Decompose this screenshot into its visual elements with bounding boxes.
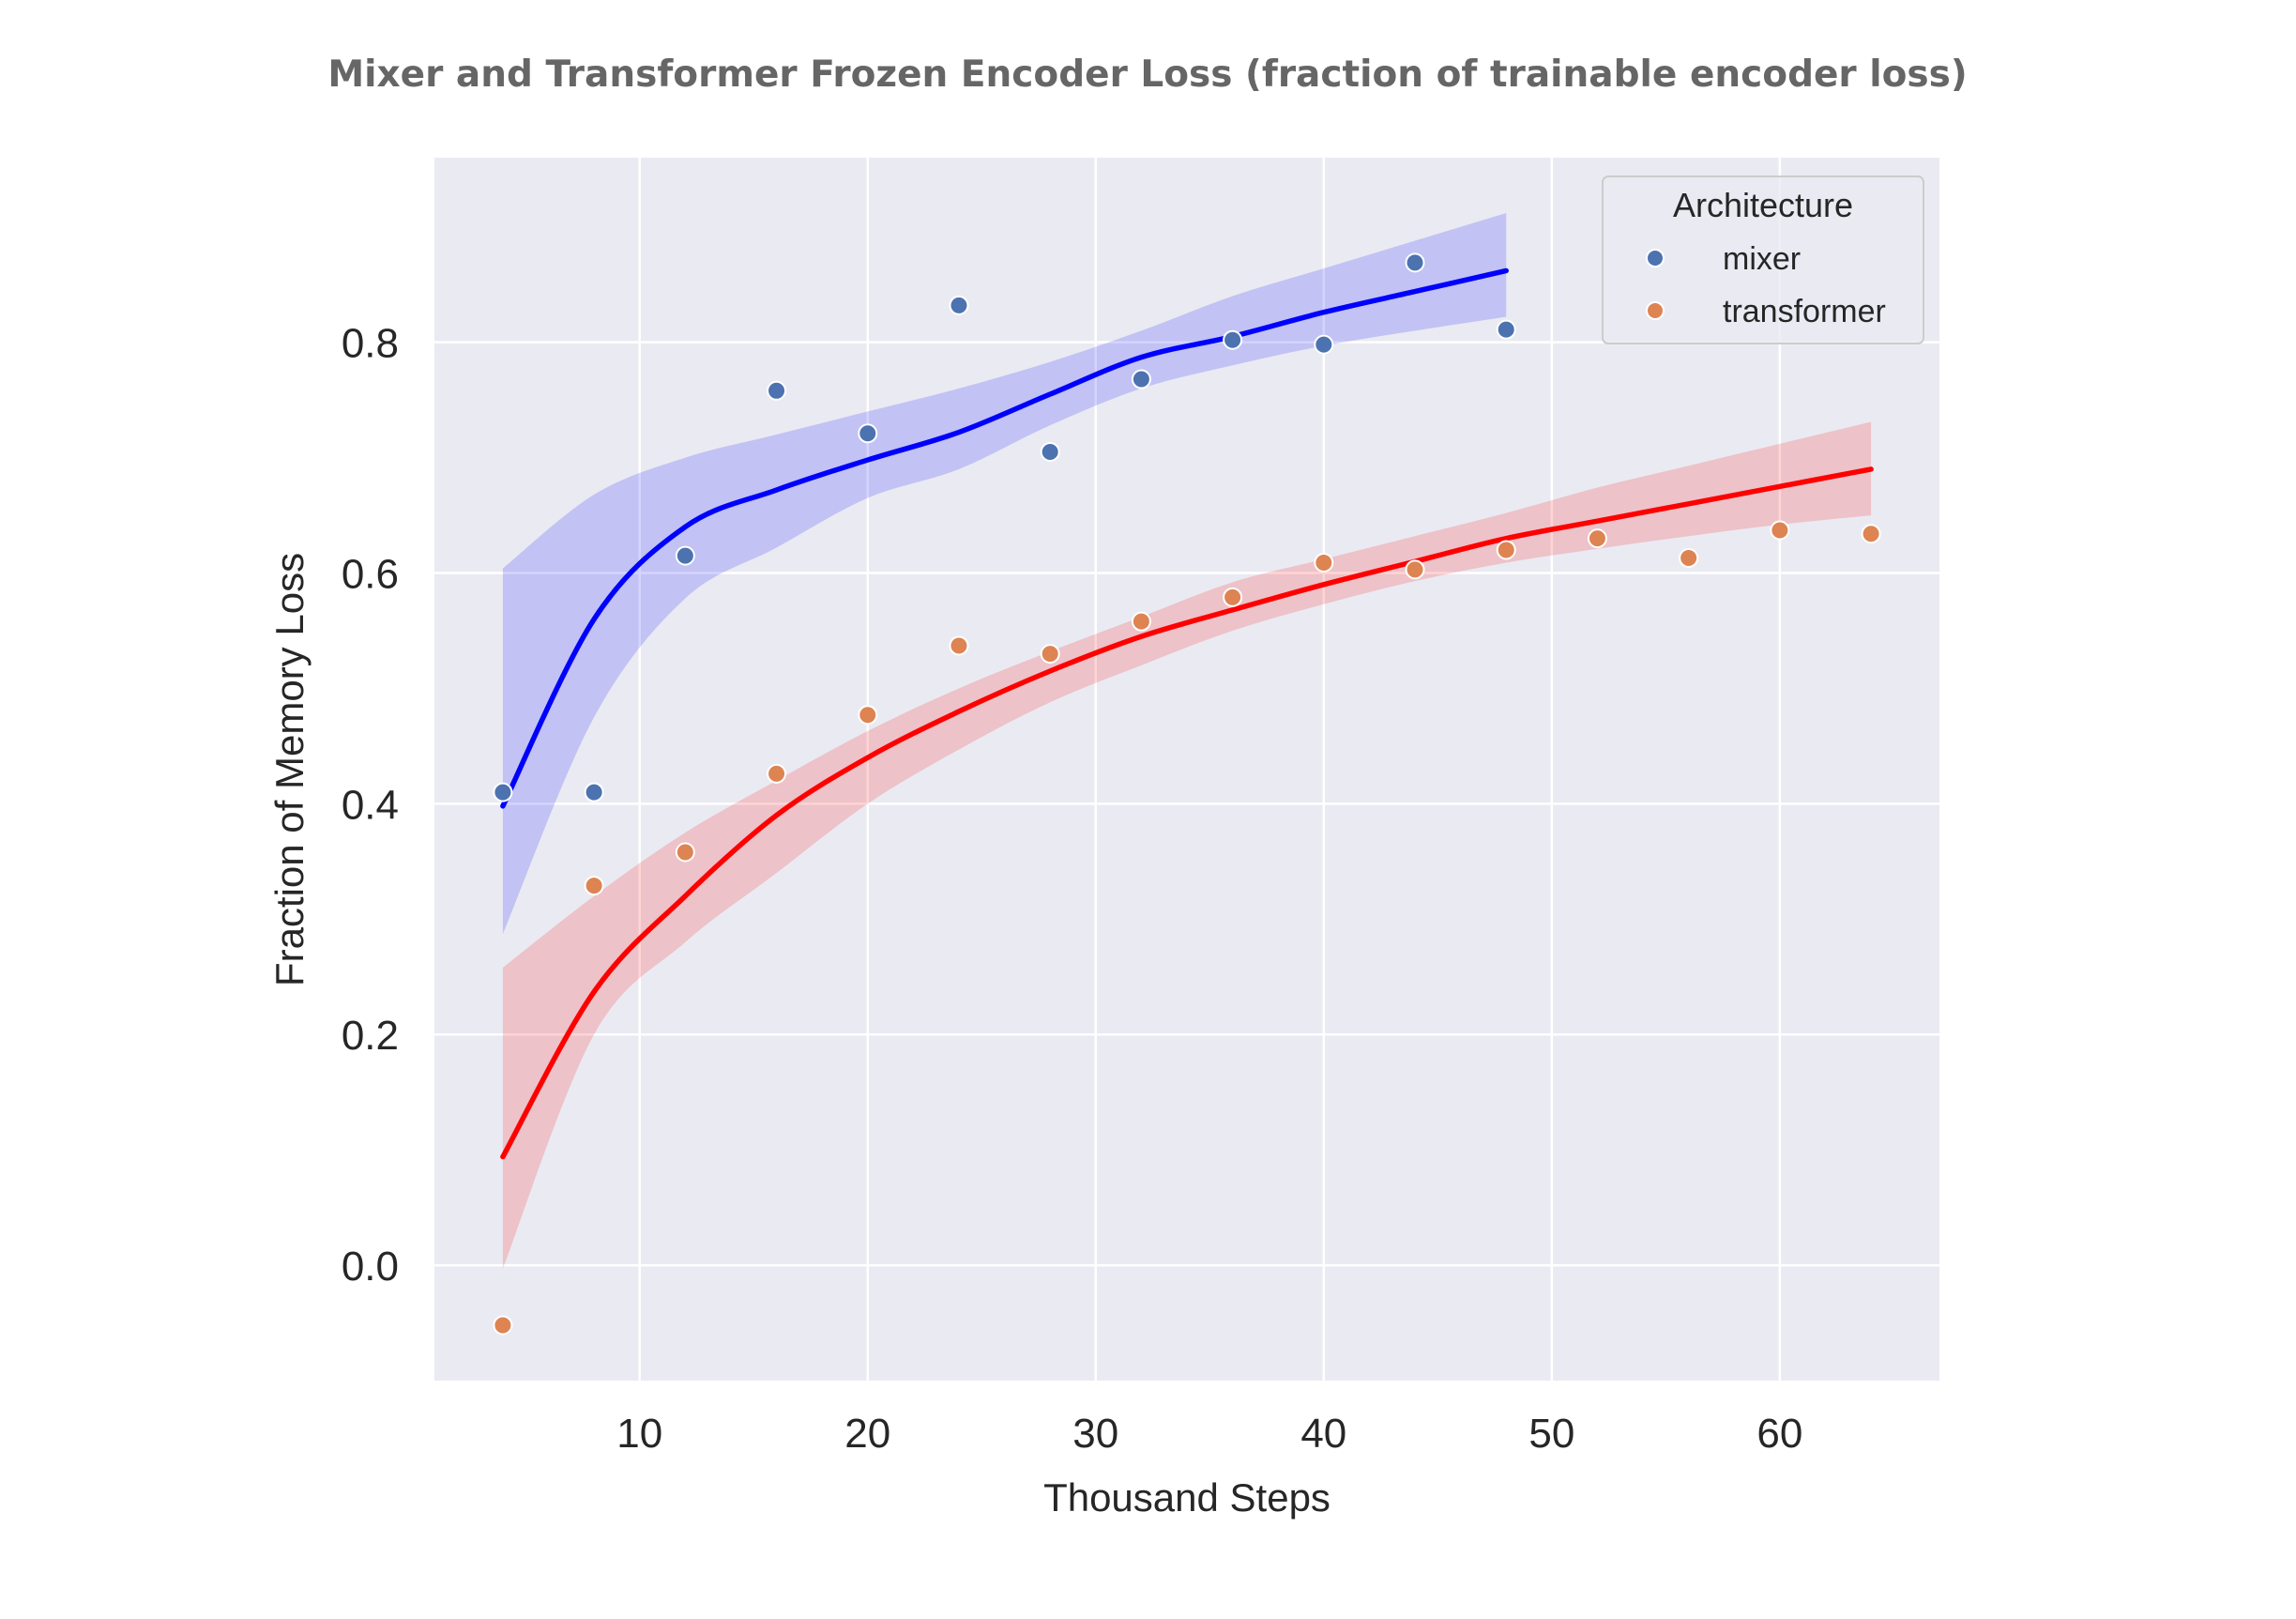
data-point-transformer bbox=[949, 635, 969, 656]
legend-marker-transformer bbox=[1646, 301, 1665, 320]
data-point-mixer bbox=[1223, 329, 1243, 350]
legend: Architecture mixer transformer bbox=[1602, 176, 1924, 344]
data-point-transformer bbox=[1770, 520, 1790, 541]
fit-lines bbox=[500, 267, 1874, 1160]
data-points bbox=[493, 252, 1881, 1336]
x-tick-label: 10 bbox=[616, 1411, 662, 1457]
fit-line-transformer bbox=[500, 466, 1874, 1160]
data-point-transformer bbox=[493, 1315, 513, 1336]
data-point-transformer bbox=[1314, 552, 1334, 573]
x-tick-label: 60 bbox=[1756, 1411, 1802, 1457]
chart-title: Mixer and Transformer Frozen Encoder Los… bbox=[327, 53, 1967, 96]
x-tick-label: 40 bbox=[1300, 1411, 1346, 1457]
confidence-band-transformer bbox=[502, 421, 1872, 1269]
data-point-transformer bbox=[675, 842, 695, 863]
y-tick-label: 0.4 bbox=[342, 782, 399, 828]
data-point-transformer bbox=[1131, 611, 1151, 632]
data-point-mixer bbox=[1040, 441, 1060, 462]
legend-box bbox=[1602, 176, 1924, 344]
y-tick-label: 0.0 bbox=[342, 1244, 399, 1290]
data-point-transformer bbox=[1040, 644, 1060, 664]
confidence-band-mixer bbox=[502, 213, 1507, 935]
data-point-transformer bbox=[1587, 528, 1607, 549]
data-point-transformer bbox=[1496, 540, 1516, 560]
data-point-mixer bbox=[1496, 319, 1516, 340]
data-point-transformer bbox=[858, 705, 878, 725]
data-point-mixer bbox=[493, 782, 513, 802]
data-point-mixer bbox=[858, 423, 878, 444]
data-point-mixer bbox=[1314, 334, 1334, 355]
data-point-transformer bbox=[584, 876, 604, 896]
plot-area bbox=[434, 158, 1939, 1381]
data-point-mixer bbox=[675, 545, 695, 566]
legend-title: Architecture bbox=[1673, 186, 1853, 224]
y-tick-label: 0.6 bbox=[342, 552, 399, 598]
data-point-mixer bbox=[584, 782, 604, 802]
data-point-transformer bbox=[1223, 587, 1243, 607]
y-axis-label: Fraction of Memory Loss bbox=[267, 553, 312, 986]
data-point-transformer bbox=[1679, 548, 1699, 569]
data-point-transformer bbox=[1405, 559, 1425, 580]
data-point-transformer bbox=[1861, 524, 1881, 544]
x-tick-label: 30 bbox=[1072, 1411, 1118, 1457]
legend-label-transformer: transformer bbox=[1723, 294, 1886, 329]
legend-label-mixer: mixer bbox=[1723, 241, 1801, 277]
data-point-mixer bbox=[767, 380, 787, 401]
x-tick-label: 50 bbox=[1528, 1411, 1574, 1457]
data-point-mixer bbox=[949, 295, 969, 315]
tick-labels: 10 20 30 40 50 60 0.0 0.2 0.4 0.6 0.8 bbox=[342, 321, 1803, 1457]
legend-marker-mixer bbox=[1646, 249, 1665, 267]
y-tick-label: 0.2 bbox=[342, 1013, 399, 1059]
data-point-transformer bbox=[767, 763, 787, 784]
fit-line-mixer bbox=[500, 267, 1509, 809]
data-point-mixer bbox=[1405, 252, 1425, 273]
x-axis-label: Thousand Steps bbox=[1043, 1475, 1330, 1520]
data-point-mixer bbox=[1131, 369, 1151, 389]
x-tick-label: 20 bbox=[844, 1411, 890, 1457]
y-tick-label: 0.8 bbox=[342, 321, 399, 367]
confidence-bands bbox=[502, 213, 1872, 1269]
